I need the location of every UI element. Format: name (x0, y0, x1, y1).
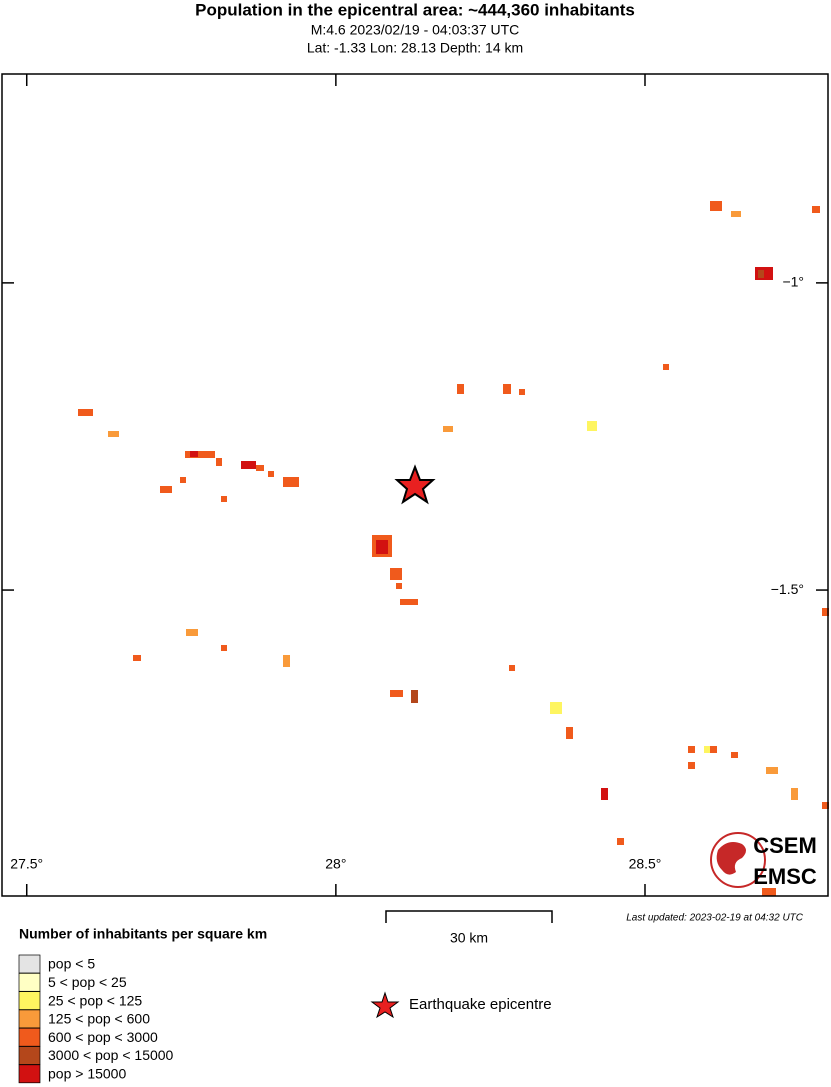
population-cell (186, 629, 198, 636)
population-cell (710, 201, 722, 211)
legend-swatch (18, 1009, 41, 1029)
population-cell (758, 270, 764, 278)
legend-label: pop < 5 (48, 956, 95, 972)
legend-star (370, 991, 400, 1019)
y-tick-label: −1.5° (771, 581, 804, 597)
population-cell (390, 568, 402, 580)
population-cell (185, 451, 215, 458)
population-cell (791, 788, 798, 800)
population-cell (731, 211, 741, 217)
logo-globe (710, 832, 766, 888)
population-cell (390, 690, 403, 697)
logo-csem: CSEM (753, 833, 817, 858)
population-cell (617, 838, 624, 845)
population-cell (762, 888, 776, 896)
map: 27.5° 28° 28.5° −1° −1.5° (2, 74, 829, 896)
population-cell (283, 477, 299, 487)
population-cell (221, 496, 227, 502)
legend-epicentre: Earthquake epicentre (409, 996, 552, 1013)
logo: CSEM EMSC (710, 832, 817, 889)
logo-land (716, 842, 746, 875)
population-cell (503, 384, 511, 394)
population-cell (766, 767, 778, 774)
legend-swatch (18, 1064, 41, 1084)
legend-swatch (18, 991, 41, 1010)
legend-label: 25 < pop < 125 (48, 992, 142, 1008)
subtitle: M:4.6 2023/02/19 - 04:03:37 UTC (311, 22, 520, 38)
scale-label: 30 km (450, 930, 488, 946)
population-cell (566, 727, 573, 739)
population-cell (256, 465, 264, 471)
population-cell (509, 665, 515, 671)
population-cell (180, 477, 186, 483)
population-cell (268, 471, 274, 477)
map-frame (1, 73, 829, 897)
population-cell (216, 458, 222, 466)
x-tick-label: 28.5° (629, 856, 662, 872)
epicentre-star (394, 464, 436, 505)
population-cell (190, 451, 198, 457)
population-cell (519, 389, 525, 395)
population-cell (241, 461, 256, 469)
population-cell (812, 206, 820, 213)
population-cell (550, 702, 562, 714)
population-cell (376, 540, 388, 554)
population-cell (822, 802, 829, 809)
legend-title: Number of inhabitants per square km (19, 926, 267, 942)
population-cell (731, 752, 738, 758)
legend: pop < 5 5 < pop < 25 25 < pop < 125 125 < p… (18, 954, 174, 1084)
legend-label: pop > 15000 (48, 1066, 126, 1082)
location: Lat: -1.33 Lon: 28.13 Depth: 14 km (307, 40, 523, 56)
legend-label: 125 < pop < 600 (48, 1011, 150, 1027)
legend-swatch (18, 1046, 41, 1065)
legend-swatch (18, 1027, 41, 1047)
y-tick-label: −1° (782, 274, 804, 290)
legend-label: 600 < pop < 3000 (48, 1029, 158, 1045)
population-cell (688, 762, 695, 769)
population-cell (283, 655, 290, 667)
population-cell (78, 409, 93, 416)
population-cell (710, 746, 717, 753)
x-tick-label: 27.5° (10, 856, 43, 872)
population-cell (663, 364, 669, 370)
population-cell (587, 421, 597, 431)
population-cell (822, 608, 829, 616)
logo-emsc: EMSC (753, 864, 817, 889)
population-cell (133, 655, 141, 661)
legend-swatch (18, 972, 41, 992)
population-cell (443, 426, 453, 432)
population-cell (688, 746, 695, 753)
legend-label: 5 < pop < 25 (48, 974, 127, 990)
legend-swatch (18, 954, 41, 974)
population-cell (457, 384, 464, 394)
population-cell (400, 599, 418, 605)
population-cell (601, 788, 608, 800)
x-tick-label: 28° (325, 856, 346, 872)
legend-label: 3000 < pop < 15000 (48, 1047, 174, 1063)
population-cell (160, 486, 172, 493)
population-cell (108, 431, 119, 437)
title: Population in the epicentral area: ~444,… (195, 0, 635, 19)
scale-bar (385, 910, 553, 923)
population-cell (396, 583, 402, 589)
updated: Last updated: 2023-02-19 at 04:32 UTC (626, 913, 804, 924)
population-cell (411, 690, 418, 703)
population-cell (221, 645, 227, 651)
